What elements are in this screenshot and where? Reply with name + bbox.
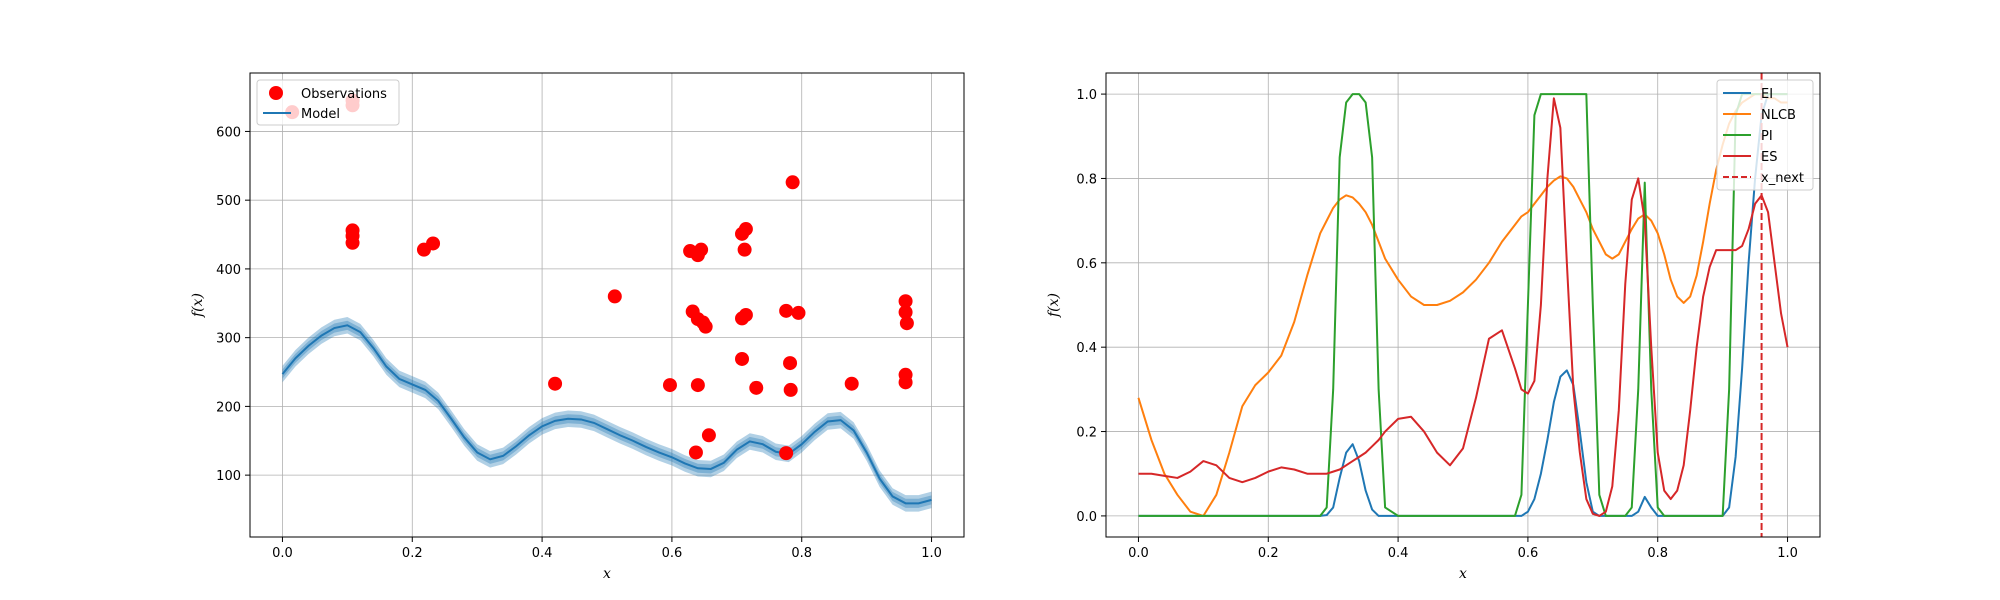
observation-point <box>844 376 859 391</box>
x-tick-label: 1.0 <box>921 546 942 561</box>
x-tick-label: 0.0 <box>272 546 293 561</box>
observation-point <box>898 294 913 309</box>
plot-area <box>1137 73 1789 537</box>
series-line-es <box>1138 97 1789 517</box>
legend-label-pi: PI <box>1761 129 1773 144</box>
x-tick-label: 0.4 <box>1388 546 1409 561</box>
observation-point <box>690 378 705 393</box>
y-tick-label: 600 <box>216 125 241 140</box>
y-tick-label: 0.8 <box>1076 172 1097 187</box>
legend-label-model: Model <box>301 107 340 122</box>
legend-box <box>1716 79 1814 191</box>
observation-point <box>749 380 764 395</box>
observation-point <box>701 428 716 443</box>
observation-point <box>426 236 441 251</box>
observation-point <box>783 356 798 371</box>
x-tick-label: 0.8 <box>1647 546 1668 561</box>
observation-point <box>607 289 622 304</box>
observation-point <box>694 242 709 257</box>
y-tick-label: 300 <box>216 332 241 347</box>
legend-label-es: ES <box>1761 150 1777 165</box>
y-axis-label: f(x) <box>1046 293 1062 318</box>
legend-marker-observations <box>269 86 283 100</box>
x-tick-label: 0.0 <box>1128 546 1149 561</box>
model-mean-line <box>281 324 932 505</box>
legend-label-x-next: x_next <box>1761 171 1804 186</box>
observation-point <box>688 445 703 460</box>
x-tick-label: 0.6 <box>662 546 683 561</box>
observation-point <box>738 222 753 237</box>
y-tick-label: 200 <box>216 400 241 415</box>
observation-point <box>345 223 360 238</box>
plot-frame <box>1105 72 1821 538</box>
observation-point <box>791 305 806 320</box>
observation-point <box>662 378 677 393</box>
x-tick-label: 0.4 <box>532 546 553 561</box>
observation-point <box>698 319 713 334</box>
observation-point <box>783 382 798 397</box>
observation-point <box>737 242 752 257</box>
legend-label-observations: Observations <box>301 87 387 102</box>
legend: EI NLCB PI ES x_next <box>1716 79 1814 191</box>
legend: Observations Model <box>256 79 400 126</box>
left-chart-model: 0.0 0.2 0.4 0.6 0.8 1.0 100 200 300 400 500 600 x f(x… <box>190 72 965 582</box>
y-tick-label: 500 <box>216 194 241 209</box>
y-tick-label: 400 <box>216 263 241 278</box>
grid-lines <box>250 73 964 537</box>
observation-point <box>898 305 913 320</box>
right-chart-acquisition: 0.0 0.2 0.4 0.6 0.8 1.0 0.0 0.2 0.4 0.6 0.8 1.0 x f(x… <box>1046 72 1821 582</box>
x-axis-label: x <box>1459 566 1467 582</box>
x-tick-label: 1.0 <box>1777 546 1798 561</box>
y-tick-label: 1.0 <box>1076 88 1097 103</box>
y-tick-label: 0.0 <box>1076 510 1097 525</box>
x-tick-label: 0.8 <box>791 546 812 561</box>
observation-point <box>735 351 750 366</box>
y-tick-label: 0.4 <box>1076 341 1097 356</box>
observation-point <box>899 316 914 331</box>
x-tick-label: 0.2 <box>402 546 423 561</box>
legend-box <box>256 79 400 126</box>
x-tick-label: 0.2 <box>1258 546 1279 561</box>
series-line-nlcb <box>1137 93 1788 517</box>
y-tick-label: 100 <box>216 469 241 484</box>
legend-label-nlcb: NLCB <box>1761 108 1796 123</box>
legend-label-ei: EI <box>1761 87 1773 102</box>
observation-point <box>898 375 913 390</box>
x-tick-label: 0.6 <box>1518 546 1539 561</box>
y-axis-label: f(x) <box>190 293 206 318</box>
y-tick-label: 0.2 <box>1076 426 1097 441</box>
observation-point <box>779 446 794 461</box>
plot-frame <box>249 72 965 538</box>
series-line-pi <box>1138 93 1788 517</box>
observation-point <box>548 376 563 391</box>
observation-point <box>779 303 794 318</box>
observation-point <box>785 175 800 190</box>
y-tick-label: 0.6 <box>1076 257 1097 272</box>
observation-point <box>738 307 753 322</box>
x-axis-label: x <box>603 566 611 582</box>
